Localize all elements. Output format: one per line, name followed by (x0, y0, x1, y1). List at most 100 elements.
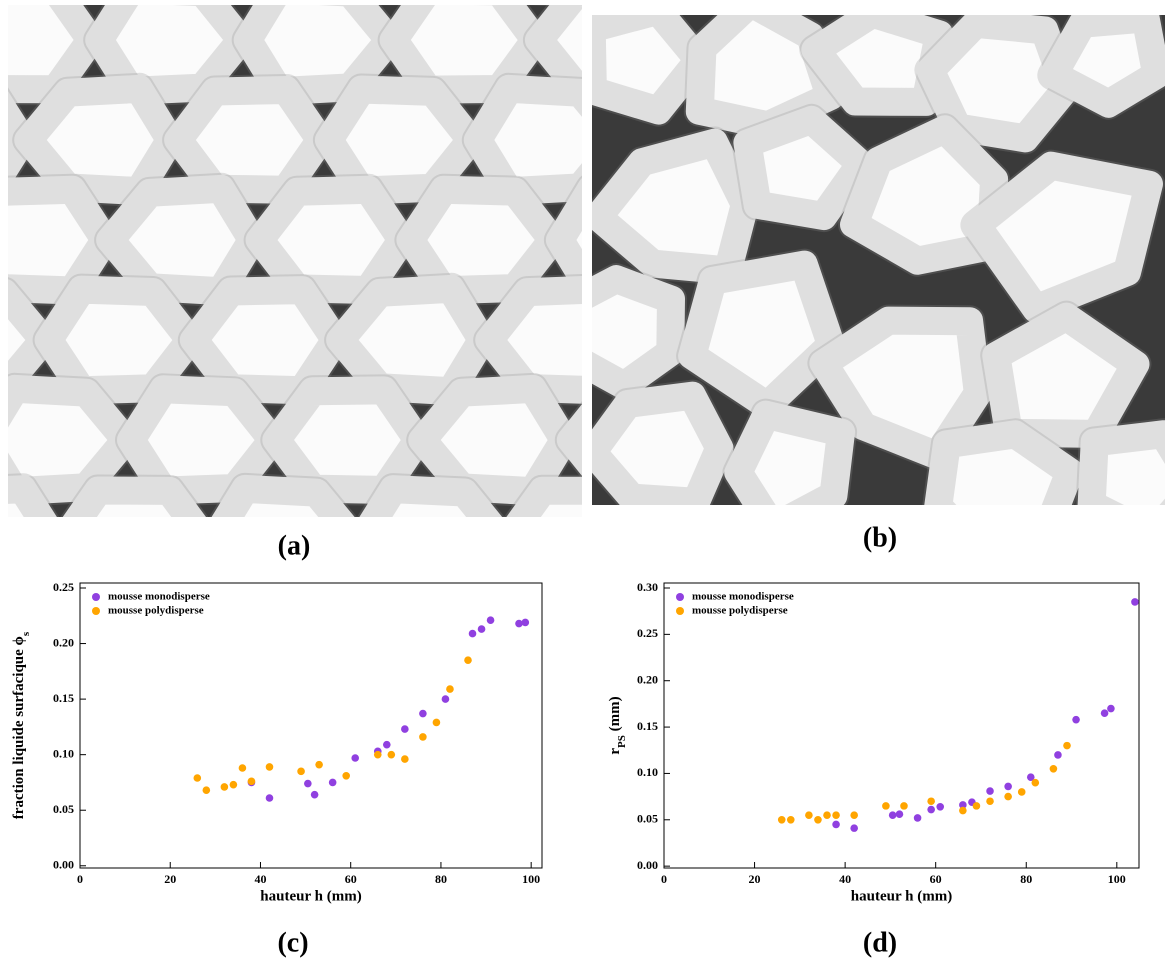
data-point (342, 771, 350, 780)
data-point (441, 695, 450, 703)
data-point (1072, 715, 1080, 724)
data-point (304, 779, 312, 788)
data-point (927, 805, 935, 814)
y-tick-label: 0.15 (637, 719, 658, 733)
foam-cell (211, 474, 355, 517)
data-point (373, 750, 382, 759)
y-tick-label: 0.00 (53, 858, 74, 872)
legend-label: mousse monodisperse (692, 591, 794, 603)
foam-cell-edge (592, 15, 715, 127)
data-point (310, 790, 319, 799)
data-point (1049, 764, 1058, 773)
foam-cell-edge (922, 418, 1086, 505)
x-tick-label: 100 (522, 872, 540, 886)
panel-label: (b) (863, 522, 897, 553)
x-tick-label: 40 (839, 872, 851, 886)
foam-cell-edge (838, 113, 1011, 277)
data-point (468, 629, 477, 638)
foam-cell-edge (592, 379, 736, 505)
data-point (419, 709, 427, 718)
data-point (850, 811, 858, 819)
data-point (895, 810, 904, 819)
data-point (1063, 741, 1071, 750)
legend-label: mousse polydisperse (692, 605, 788, 617)
data-point (786, 815, 795, 824)
legend-marker (676, 593, 684, 601)
data-point (521, 618, 530, 627)
foam-cell (359, 475, 503, 517)
data-point (1004, 782, 1012, 791)
data-point (959, 806, 967, 815)
data-point (882, 802, 890, 810)
data-point (297, 767, 305, 776)
foam-cell (678, 250, 846, 420)
foam-cell-edge (592, 263, 687, 402)
data-point (315, 760, 323, 769)
foam-photo-b (592, 15, 1165, 505)
foam-cell-edge (357, 473, 505, 517)
foam-cell (592, 15, 713, 125)
foam-cell-edge (473, 274, 582, 406)
x-tick-label: 60 (930, 872, 942, 886)
y-axis-label-unit: (mm) (607, 696, 623, 735)
foam-cell-edge (543, 175, 582, 305)
y-tick-label: 0.05 (53, 802, 74, 816)
data-point (1026, 773, 1035, 781)
data-point (351, 754, 360, 762)
foam-cell (724, 400, 856, 505)
legend-label: mousse polydisperse (108, 605, 204, 617)
data-point (515, 619, 523, 628)
panel-label: (d) (863, 927, 897, 958)
foam-cell-edge (980, 300, 1152, 450)
foam-cell-edge (8, 473, 60, 517)
data-point (464, 656, 472, 665)
foam-cell (1077, 420, 1165, 505)
x-tick-label: 40 (254, 872, 266, 886)
data-point (401, 725, 409, 733)
foam-cell-edge (676, 248, 848, 422)
y-tick-label: 0.15 (53, 691, 74, 705)
y-tick-label: 0.10 (637, 765, 658, 779)
y-tick-label: 0.20 (637, 672, 658, 686)
data-point (1031, 778, 1040, 787)
foam-cell (924, 420, 1084, 505)
data-point (927, 797, 935, 806)
data-point (900, 802, 908, 810)
data-point (202, 786, 211, 795)
data-point (986, 787, 994, 795)
data-point (777, 815, 786, 824)
foam-cell (475, 276, 582, 404)
y-axis-label: rPS (mm) (607, 696, 627, 754)
data-point (193, 774, 202, 782)
data-point (446, 685, 454, 693)
data-point (832, 820, 840, 829)
foam-cell (962, 151, 1163, 323)
panel-label: (a) (278, 530, 311, 561)
foam-cell-edge (554, 400, 582, 480)
data-point (247, 777, 256, 786)
data-point (220, 783, 229, 791)
data-point (265, 763, 274, 771)
plot-frame (663, 582, 1140, 869)
y-tick-label: 0.00 (637, 858, 658, 872)
data-point (1017, 788, 1026, 796)
foam-cell (62, 476, 207, 517)
y-axis-label-sub: PS (616, 735, 628, 748)
data-point (432, 718, 441, 727)
legend-marker (676, 607, 684, 615)
y-axis-label: fraction liquide surfacique ϕs (11, 631, 31, 819)
foam-cell-edge (522, 5, 582, 104)
panel-label: (c) (277, 927, 308, 958)
y-axis-label-text: r (607, 748, 623, 755)
data-point (936, 803, 945, 811)
data-point (814, 815, 822, 824)
data-point (888, 811, 897, 819)
foam-cell (8, 475, 57, 517)
foam-cell (840, 115, 1009, 275)
y-tick-label: 0.20 (53, 635, 74, 649)
foam-cell (556, 404, 582, 476)
foam-cell (982, 302, 1150, 448)
foam-cell-edge (722, 398, 858, 505)
